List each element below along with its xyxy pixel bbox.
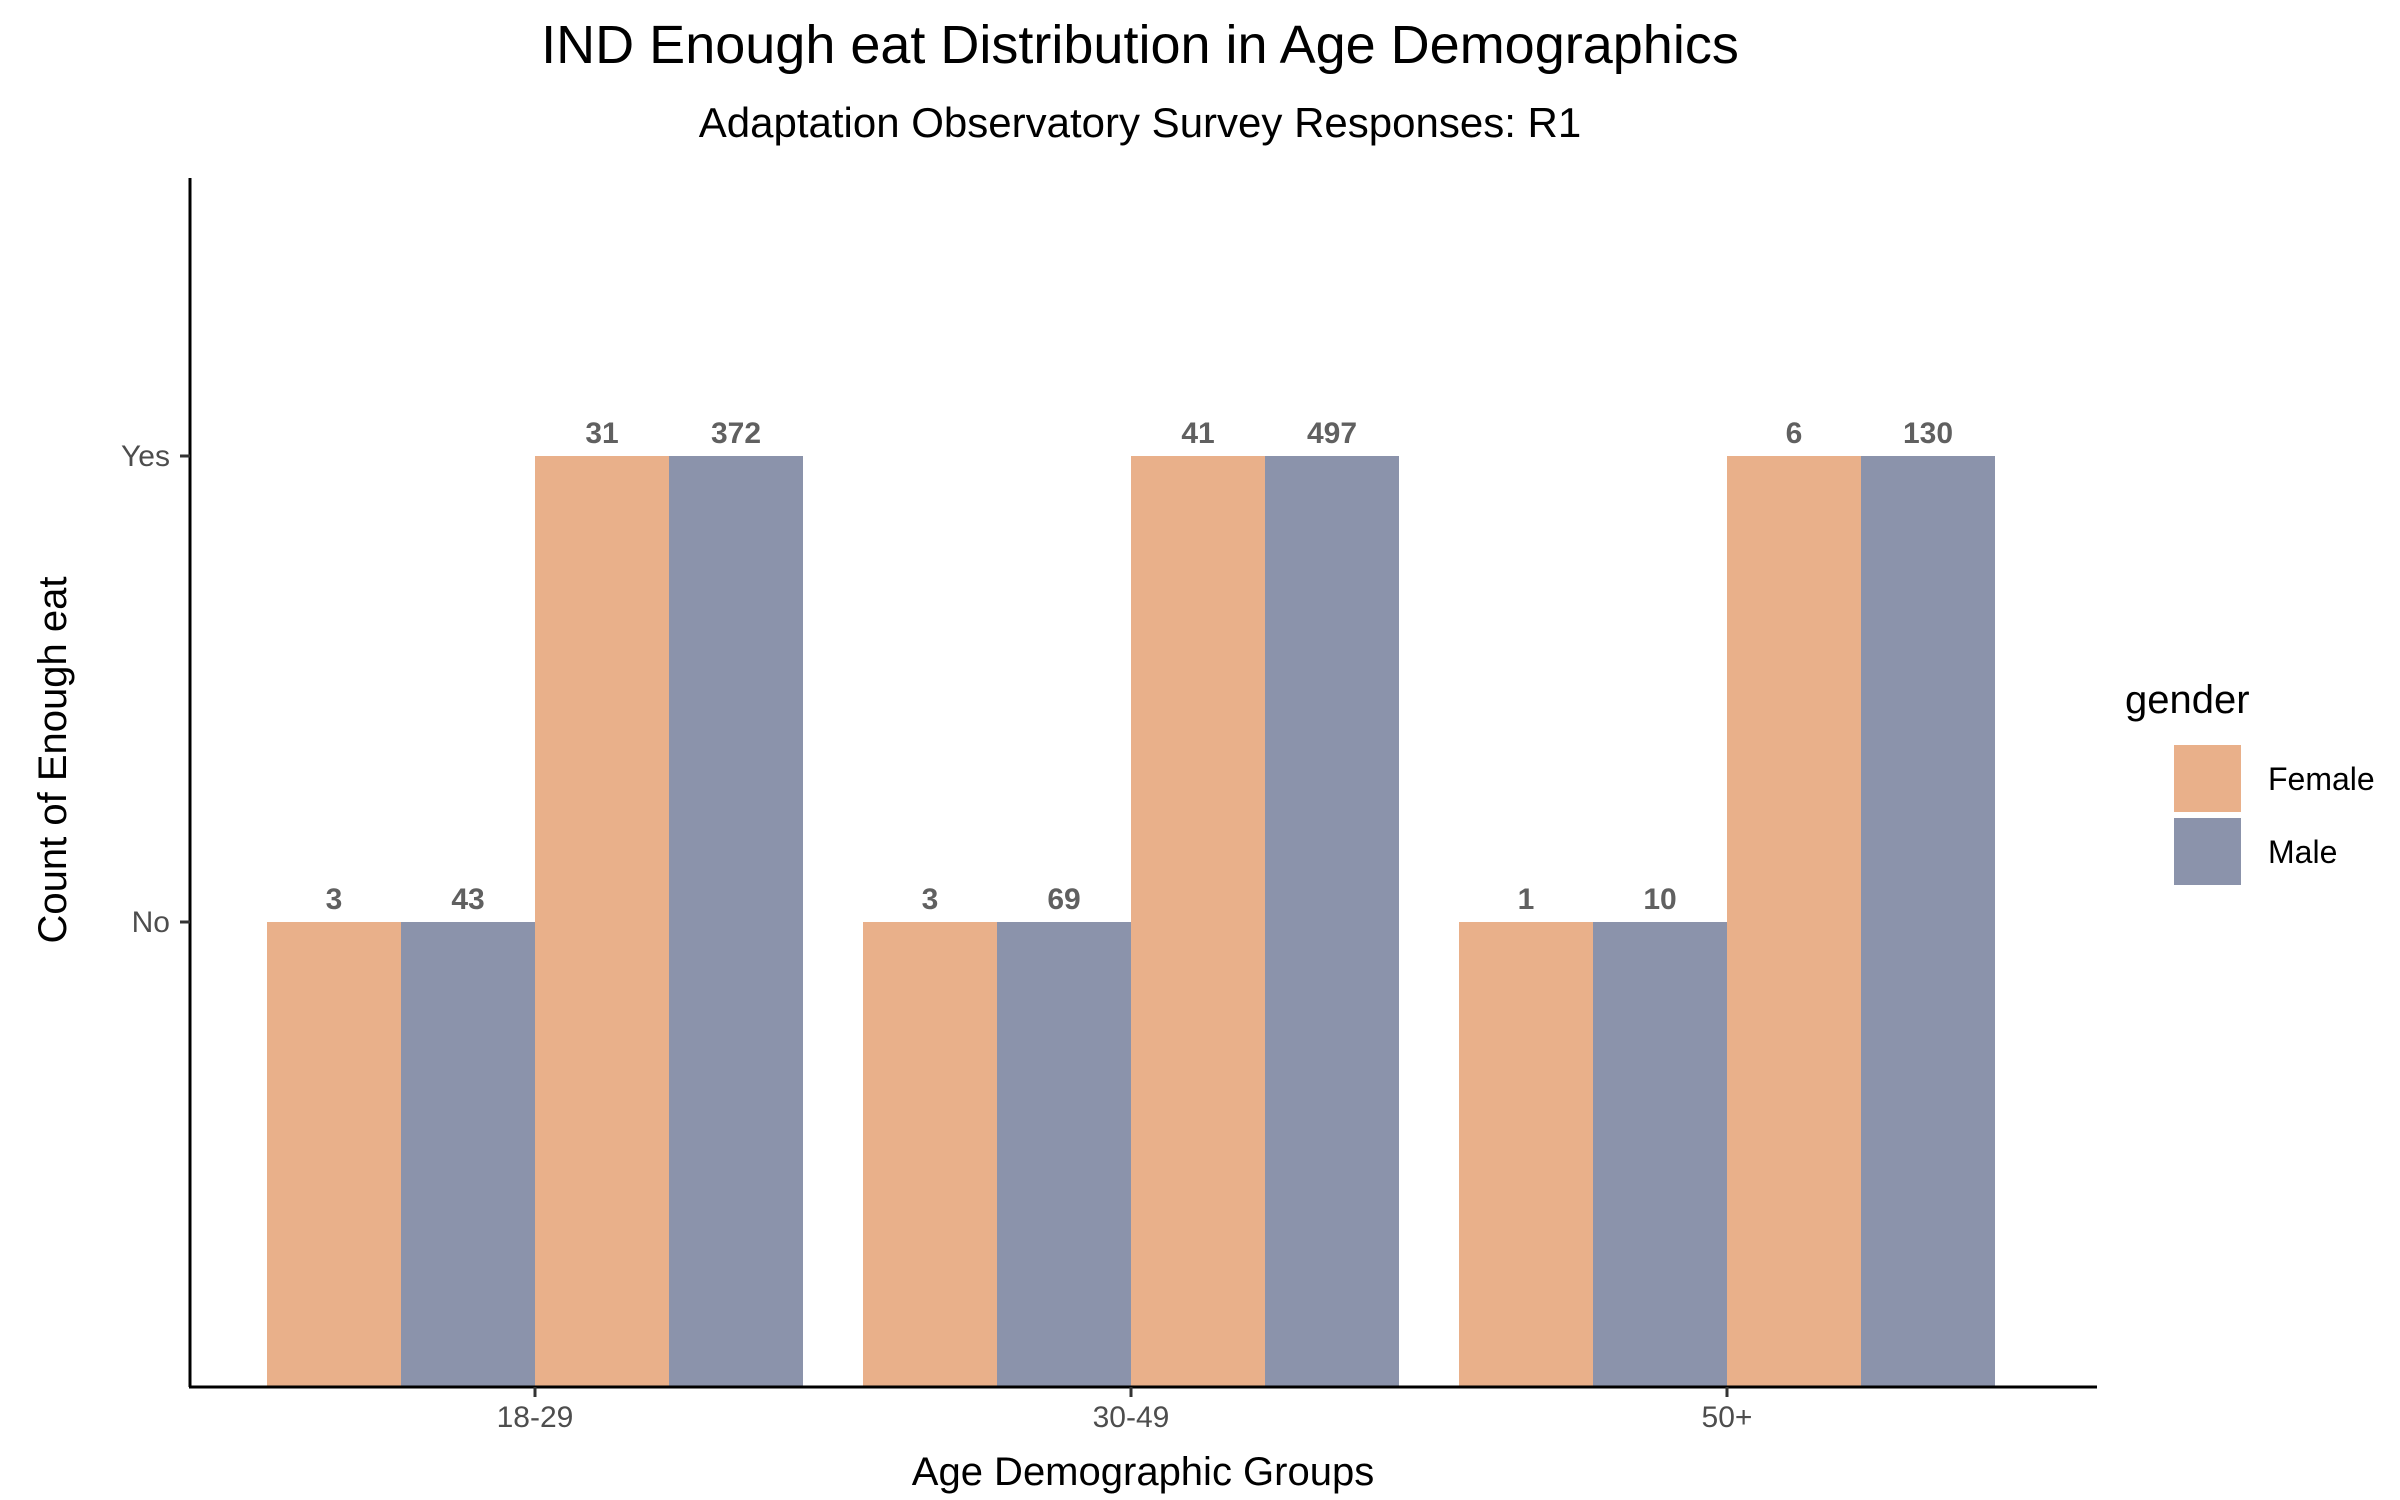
data-label: 497 (1307, 417, 1357, 450)
data-label: 372 (711, 417, 761, 450)
bar-30-49-no-male (997, 922, 1131, 1387)
data-label: 6 (1786, 417, 1803, 450)
data-label: 41 (1181, 417, 1214, 450)
bar-18-29-no-female (267, 922, 401, 1387)
chart-title: IND Enough eat Distribution in Age Demog… (541, 15, 1739, 75)
x-axis-title: Age Demographic Groups (912, 1450, 1374, 1494)
legend-items: Female Male (2174, 745, 2375, 885)
data-label: 3 (922, 883, 939, 916)
x-tick-label: 30-49 (1093, 1401, 1170, 1434)
x-ticks-layer: 18-29 30-49 50+ (497, 1387, 1753, 1434)
bar-18-29-yes-female (535, 456, 669, 1387)
data-label: 130 (1903, 417, 1953, 450)
bar-50+-no-male (1593, 922, 1727, 1387)
legend-swatch-male (2174, 818, 2241, 885)
y-ticks-layer: No Yes (121, 440, 190, 939)
legend-label-female: Female (2268, 761, 2375, 797)
legend: gender Female Male (2125, 678, 2375, 885)
chart-subtitle: Adaptation Observatory Survey Responses:… (699, 99, 1581, 146)
x-tick-label: 18-29 (497, 1401, 574, 1434)
data-label: 1 (1518, 883, 1535, 916)
y-axis-title: Count of Enough eat (31, 577, 75, 944)
bar-50+-no-female (1459, 922, 1593, 1387)
bar-18-29-no-male (401, 922, 535, 1387)
bar-30-49-yes-male (1265, 456, 1399, 1387)
legend-label-male: Male (2268, 834, 2337, 870)
y-tick-label: No (132, 906, 170, 939)
data-label: 69 (1047, 883, 1080, 916)
legend-title: gender (2125, 678, 2250, 722)
bar-50+-yes-male (1861, 456, 1995, 1387)
data-label: 31 (585, 417, 618, 450)
bar-30-49-yes-female (1131, 456, 1265, 1387)
y-tick-label: Yes (121, 440, 170, 473)
bars-layer (267, 456, 1995, 1387)
legend-swatch-female (2174, 745, 2241, 812)
data-label: 3 (326, 883, 343, 916)
bar-18-29-yes-male (669, 456, 803, 1387)
data-label: 43 (451, 883, 484, 916)
x-tick-label: 50+ (1702, 1401, 1753, 1434)
data-label: 10 (1643, 883, 1676, 916)
bar-50+-yes-female (1727, 456, 1861, 1387)
bar-30-49-no-female (863, 922, 997, 1387)
data-labels-layer: 3 43 31 372 3 69 41 497 1 10 6 130 (326, 417, 1953, 916)
